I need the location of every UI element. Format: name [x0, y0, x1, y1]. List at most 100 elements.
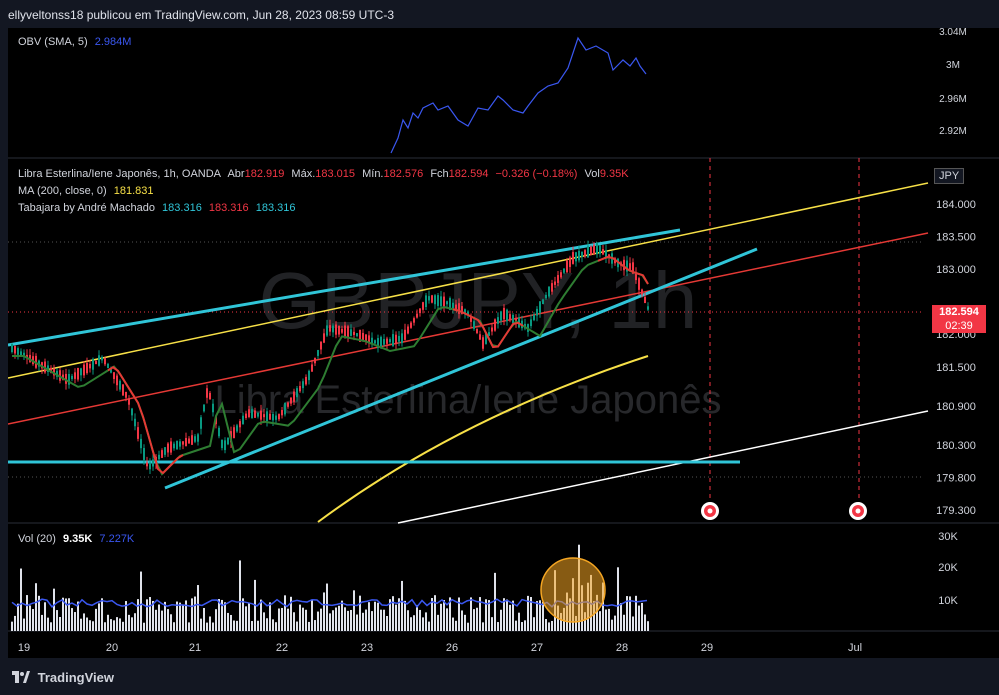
volume-bar [167, 609, 169, 631]
date-tick: 21 [189, 642, 201, 654]
vol-label: Vol [584, 168, 600, 180]
candle-body [317, 350, 319, 356]
volume-bar [275, 622, 277, 631]
candle-body [125, 391, 127, 398]
candle-body [302, 381, 304, 389]
chart-area[interactable]: GBPJPY, 1h Libra Esterlina/Iene Japonês 18… [8, 28, 999, 658]
publisher-info: ellyveltonss18 publicou em TradingView.c… [8, 8, 394, 22]
candle-body [140, 438, 142, 449]
volume-tick: 20K [938, 562, 958, 574]
candle-body [536, 308, 538, 316]
tabajara-legend[interactable]: Tabajara by André Machado 183.316 183.31… [18, 202, 299, 214]
tradingview-brand[interactable]: TradingView [12, 670, 114, 686]
volume-bar [470, 597, 472, 631]
price-tick: 179.800 [936, 472, 976, 484]
volume-bar [206, 622, 208, 631]
candle-body [494, 319, 496, 331]
obv-tick: 2.92M [939, 126, 967, 137]
volume-bar [473, 609, 475, 631]
candle-body [485, 333, 487, 344]
price-tick: 183.000 [936, 264, 976, 276]
candle-body [23, 352, 25, 358]
candle-body [410, 322, 412, 328]
candle-body [110, 368, 112, 373]
ma-legend[interactable]: MA (200, close, 0) 181.831 [18, 185, 157, 197]
candle-body [338, 325, 340, 335]
candle-body [251, 409, 253, 419]
volume-bar [257, 620, 259, 631]
volume-bar [641, 602, 643, 631]
price-tick: 184.000 [936, 199, 976, 211]
candle-body [146, 462, 148, 467]
candle-body [431, 295, 433, 303]
candle-body [599, 245, 601, 254]
volume-bar [623, 614, 625, 631]
volume-bar [35, 583, 37, 631]
volume-bar [263, 612, 265, 631]
volume-bar [317, 611, 319, 631]
volume-bar [464, 614, 466, 631]
top-bar: ellyveltonss18 publicou em TradingView.c… [0, 0, 999, 28]
volume-bar [398, 598, 400, 631]
volume-bar [101, 598, 103, 631]
volume-bar [92, 621, 94, 631]
volume-bar [644, 614, 646, 631]
candle-body [461, 306, 463, 314]
volume-bar [455, 620, 457, 631]
candle-body [629, 263, 631, 271]
volume-bar [146, 599, 148, 631]
obv-legend[interactable]: OBV (SMA, 5) 2.984M [18, 36, 135, 48]
candle-body [455, 304, 457, 310]
price-tick: 179.300 [936, 505, 976, 517]
volume-ma-line [11, 598, 648, 609]
date-tick: 19 [18, 642, 30, 654]
candle-body [56, 370, 58, 377]
candle-body [296, 388, 298, 398]
candle-body [92, 358, 94, 370]
price-tick: 183.500 [936, 232, 976, 244]
volume-bar [215, 609, 217, 631]
candle-body [170, 441, 172, 453]
candle-body [14, 345, 16, 354]
volume-bar [614, 615, 616, 631]
candle-body [158, 454, 160, 460]
volume-bar [593, 601, 595, 631]
candle-body [71, 375, 73, 380]
volume-bar [74, 612, 76, 631]
volume-bar [383, 609, 385, 631]
volume-bar [32, 609, 34, 631]
volume-bar [503, 598, 505, 631]
volume-bar [404, 600, 406, 631]
volume-bar [410, 617, 412, 631]
candle-body [149, 462, 151, 470]
candle-body [227, 437, 229, 445]
volume-bar [434, 595, 436, 631]
volume-bar [617, 567, 619, 631]
candle-body [137, 427, 139, 439]
volume-bar [20, 568, 22, 631]
candle-body [116, 375, 118, 386]
candle-body [482, 337, 484, 349]
candle-body [377, 338, 379, 348]
volume-bar [362, 612, 364, 631]
price-badge: 182.594 [932, 305, 986, 319]
volume-bar [302, 607, 304, 631]
candle-body [392, 334, 394, 346]
volume-highlight-circle [540, 557, 606, 623]
volume-bar [368, 602, 370, 631]
candle-body [635, 271, 637, 281]
volume-bar [467, 622, 469, 631]
symbol-legend[interactable]: Libra Esterlina/Iene Japonês, 1h, OANDA … [18, 168, 633, 180]
close-label: Fch [430, 168, 449, 180]
volume-bar [626, 596, 628, 631]
candle-body [647, 306, 649, 310]
volume-bar [194, 596, 196, 631]
trendline-white [397, 410, 929, 524]
candle-body [569, 257, 571, 267]
volume-legend[interactable]: Vol (20) 9.35K 7.227K [18, 533, 138, 545]
footer: TradingView [0, 662, 999, 695]
volume-bar [29, 605, 31, 631]
currency-label: JPY [934, 168, 965, 184]
volume-bar [212, 622, 214, 631]
